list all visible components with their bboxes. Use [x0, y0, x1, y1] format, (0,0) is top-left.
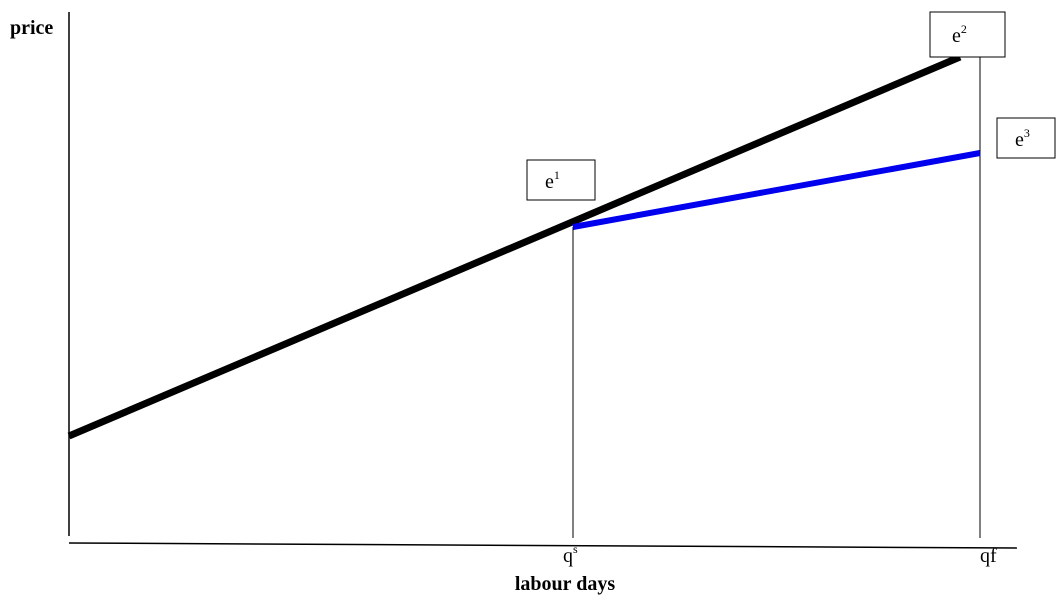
base: e: [1015, 129, 1024, 151]
node-box: [526, 159, 596, 201]
sup: 3: [1024, 126, 1030, 140]
node-label: e1: [545, 168, 560, 193]
new-line: [572, 150, 981, 230]
tick-label: qs: [563, 542, 578, 567]
node-label: e2: [952, 22, 967, 47]
node-box: [929, 11, 1006, 58]
tick-label: qf: [980, 545, 997, 567]
sup: 1: [554, 168, 560, 182]
base: q: [563, 545, 573, 567]
node-box: [996, 117, 1056, 159]
node-label: e3: [1015, 126, 1030, 151]
base: e: [952, 25, 961, 47]
base: e: [545, 171, 554, 193]
x-axis: [68, 542, 1018, 549]
supply-line: [67, 53, 962, 440]
sup: 2: [961, 22, 967, 36]
y-label: price: [10, 17, 53, 39]
x-label: labour days: [515, 573, 615, 595]
sup: s: [573, 542, 578, 556]
